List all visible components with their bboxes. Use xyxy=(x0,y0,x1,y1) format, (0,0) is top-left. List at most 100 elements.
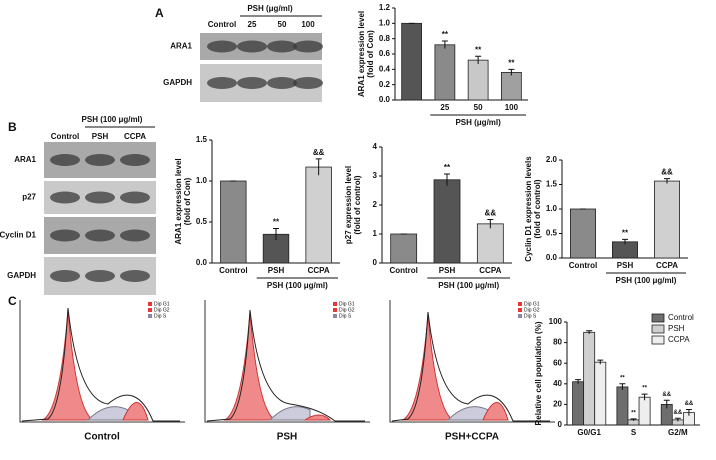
row-label: GAPDH xyxy=(7,271,36,280)
y-tick-label: 0.5 xyxy=(196,217,208,226)
blot-band xyxy=(120,229,150,242)
y-tick-label: 1.5 xyxy=(196,135,208,144)
row-label: ARA1 xyxy=(14,155,36,164)
x-tick-label: G2/M xyxy=(668,428,688,437)
hist-outline xyxy=(21,307,180,422)
annotation: ** xyxy=(475,45,482,54)
annotation: ** xyxy=(444,163,451,172)
blot-band xyxy=(267,40,297,53)
blot-band xyxy=(120,191,150,204)
s-phase xyxy=(446,406,489,421)
error-bar xyxy=(487,219,494,229)
y-axis-label: Cyclin D1 expression levels xyxy=(524,156,533,262)
error-bar xyxy=(586,330,593,334)
x-axis-label: PSH (100 μg/ml) xyxy=(438,281,499,290)
x-axis-label: PSH (100 μg/ml) xyxy=(267,281,328,290)
hist-outline xyxy=(391,311,550,422)
x-tick-label: S xyxy=(631,428,637,437)
x-tick-label: Control xyxy=(219,266,247,275)
x-tick-label: CCPA xyxy=(308,266,330,275)
legend-swatch xyxy=(651,324,665,334)
annotation: ** xyxy=(642,386,647,392)
g2-peak xyxy=(122,402,149,421)
annotation: && xyxy=(673,410,682,416)
bar xyxy=(433,179,461,264)
annotation: ** xyxy=(631,410,636,416)
error-bar xyxy=(641,393,648,401)
x-tick-label: 100 xyxy=(505,103,519,112)
sample-label: PSH xyxy=(277,432,298,443)
bar xyxy=(616,386,629,426)
blot-band xyxy=(237,40,267,53)
y-tick-label: 0.2 xyxy=(379,80,391,89)
bar xyxy=(220,180,247,264)
lane-label: CCPA xyxy=(124,132,146,141)
error-bar xyxy=(575,379,582,384)
annotation: ** xyxy=(442,30,449,39)
error-bar xyxy=(685,409,692,416)
y-tick-label: 2.0 xyxy=(546,155,558,164)
error-bar xyxy=(273,228,279,241)
legend-swatch xyxy=(651,313,665,323)
legend-swatch xyxy=(148,308,152,312)
x-tick-label: PSH xyxy=(439,266,456,275)
blot-group: PSH (100 μg/ml) xyxy=(82,115,143,124)
panel-label: B xyxy=(8,120,17,134)
x-axis-label: PSH (100 μg/ml) xyxy=(616,276,677,285)
panel-label: C xyxy=(8,294,17,308)
legend-label: Dip S xyxy=(339,313,352,319)
blot-band xyxy=(120,154,150,166)
x-axis-label: PSH (μg/ml) xyxy=(455,118,501,127)
legend-label: Dip G1 xyxy=(339,301,355,307)
y-tick-label: 100 xyxy=(549,317,563,326)
y-tick-label: 1.0 xyxy=(546,204,558,213)
s-phase xyxy=(86,406,129,421)
g2-peak xyxy=(482,402,509,421)
bar xyxy=(305,166,332,264)
y-tick-label: 0.0 xyxy=(196,258,208,267)
y-axis-label: (fold of Con) xyxy=(366,30,375,78)
s-phase xyxy=(268,406,311,421)
error-bar xyxy=(315,158,322,176)
blot-band xyxy=(85,270,115,282)
legend-swatch xyxy=(148,302,152,306)
annotation: ** xyxy=(622,228,629,237)
panel-label: A xyxy=(155,6,164,20)
annotation: ** xyxy=(273,218,280,227)
y-tick-label: 4 xyxy=(373,142,378,151)
blot-band xyxy=(293,40,323,53)
annotation: && xyxy=(662,392,671,398)
row-label: ARA1 xyxy=(170,42,192,51)
error-bar xyxy=(663,399,670,409)
y-axis-label: (fold of control) xyxy=(533,179,542,238)
bar xyxy=(434,44,456,101)
legend-label: Dip S xyxy=(524,313,537,319)
bar xyxy=(262,233,290,264)
blot-band xyxy=(267,77,297,89)
blot-band xyxy=(50,270,80,282)
y-axis-label: Relative cell population (%) xyxy=(534,321,543,425)
legend-swatch xyxy=(518,314,522,318)
g2-peak xyxy=(303,414,332,421)
blot-band xyxy=(207,40,237,53)
bar xyxy=(594,361,607,426)
x-tick-label: 50 xyxy=(474,103,483,112)
bar xyxy=(500,72,522,101)
y-axis-label: (fold of Con) xyxy=(183,177,192,225)
lane-label: Control xyxy=(51,132,79,141)
blot-band xyxy=(120,270,150,282)
annotation: ** xyxy=(620,375,625,381)
row-label: GAPDH xyxy=(163,78,192,87)
bar xyxy=(390,233,418,264)
y-tick-label: 20 xyxy=(553,400,562,409)
lane-label: 25 xyxy=(248,20,257,29)
lane-label: Control xyxy=(208,20,236,29)
bar xyxy=(467,59,489,101)
lane-label: PSH xyxy=(92,132,109,141)
y-axis-label: ARA1 expression level xyxy=(174,158,183,244)
x-tick-label: PSH xyxy=(617,261,634,270)
